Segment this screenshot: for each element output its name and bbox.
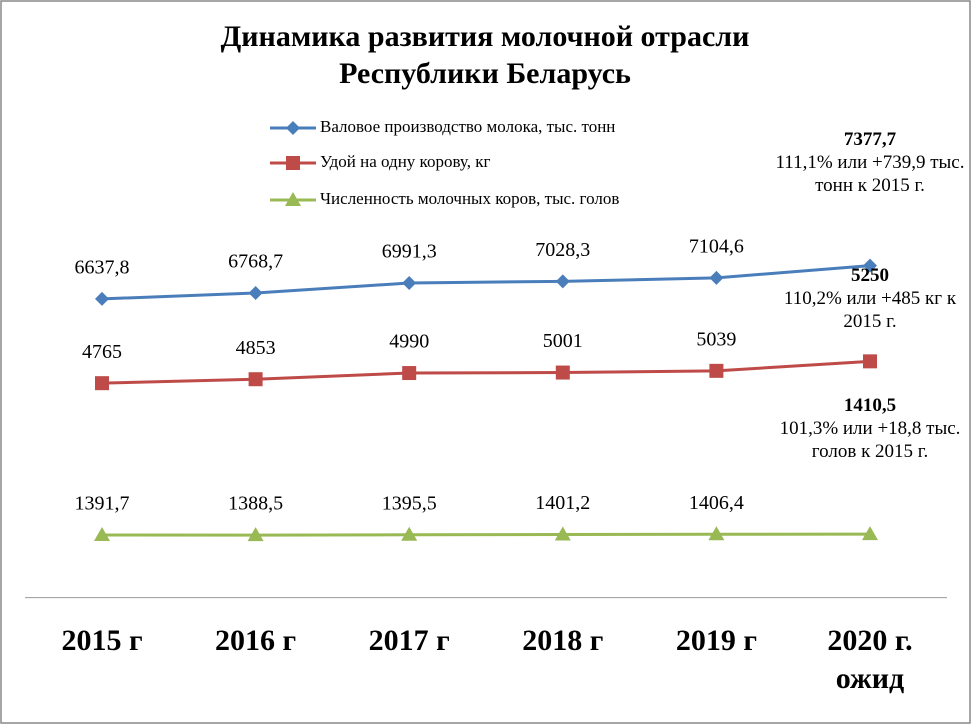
data-label: 5039 xyxy=(696,328,736,350)
data-label: 7377,7 xyxy=(843,129,897,150)
data-label: 7104,6 xyxy=(689,235,744,257)
point xyxy=(94,526,110,541)
data-label: 4990 xyxy=(389,331,429,353)
point xyxy=(863,354,877,369)
series: 1391,7 1388,5 1395,5 1401,2 1406,4 xyxy=(75,492,878,542)
point xyxy=(402,366,417,381)
x-tick-label: 2017 г xyxy=(368,624,450,657)
data-label: 6768,7 xyxy=(228,251,283,273)
point xyxy=(555,365,570,380)
point xyxy=(95,376,109,391)
annotation-text: 111,1% или +739,9 тыс. тонн к 2015 г. xyxy=(775,152,965,196)
legend-label: Численность молочных коров, тыс. голов xyxy=(320,189,619,208)
x-tick-label: 2015 г xyxy=(61,624,143,657)
data-label: 1410,5 xyxy=(843,395,897,416)
point xyxy=(709,363,724,378)
point xyxy=(401,526,418,541)
x-tick-label: 2020 г. ожид xyxy=(827,624,913,695)
data-label: 6991,3 xyxy=(382,241,437,263)
legend-marker xyxy=(285,192,301,206)
annotation: 7377,7 111,1% или +739,9 тыс. тонн к 2015… xyxy=(775,128,965,197)
legend-marker xyxy=(286,121,300,135)
x-tick-label: 2018 г xyxy=(522,624,604,657)
point xyxy=(555,274,570,289)
point xyxy=(402,275,417,290)
chart-title: Динамика развития молочной отрасли Респу… xyxy=(220,20,750,90)
annotation-text: 110,2% или +485 кг к 2015 г. xyxy=(783,288,957,332)
series: 6637,8 6768,7 6991,3 7028,3 7104,6 xyxy=(75,235,877,306)
data-label: 1388,5 xyxy=(228,493,283,515)
annotation: 1410,5 101,3% или +18,8 тыс. голов к 2015… xyxy=(775,394,965,463)
point xyxy=(708,526,725,541)
legend-label: Валовое производство молока, тыс. тонн xyxy=(320,117,615,136)
point xyxy=(248,372,263,387)
point xyxy=(247,527,264,542)
data-label: 1391,7 xyxy=(75,493,130,515)
series-line xyxy=(101,359,871,385)
x-tick-label: 2016 г xyxy=(215,624,297,657)
point xyxy=(709,270,724,285)
legend-marker xyxy=(286,156,300,170)
point xyxy=(95,291,109,306)
x-tick-label: 2019 г xyxy=(675,624,757,657)
annotation: 5250 110,2% или +485 кг к 2015 г. xyxy=(775,264,965,333)
point xyxy=(554,526,571,541)
point xyxy=(862,526,878,541)
series-line xyxy=(101,532,871,537)
data-label: 7028,3 xyxy=(535,239,590,261)
data-label: 5001 xyxy=(543,330,583,352)
point xyxy=(863,258,877,273)
legend-label: Удой на одну корову, кг xyxy=(320,152,490,171)
data-label: 5250 xyxy=(851,265,889,286)
series-line xyxy=(101,264,871,301)
point xyxy=(248,286,263,301)
data-label: 6637,8 xyxy=(75,256,130,278)
data-label: 4765 xyxy=(82,341,122,363)
data-label: 1401,2 xyxy=(535,492,590,514)
data-label: 1406,4 xyxy=(689,492,744,514)
annotation-text: 101,3% или +18,8 тыс. голов к 2015 г. xyxy=(779,418,961,462)
data-label: 4853 xyxy=(236,337,276,359)
data-label: 1395,5 xyxy=(382,492,437,514)
series: 4765 4853 4990 5001 5039 xyxy=(82,328,877,391)
